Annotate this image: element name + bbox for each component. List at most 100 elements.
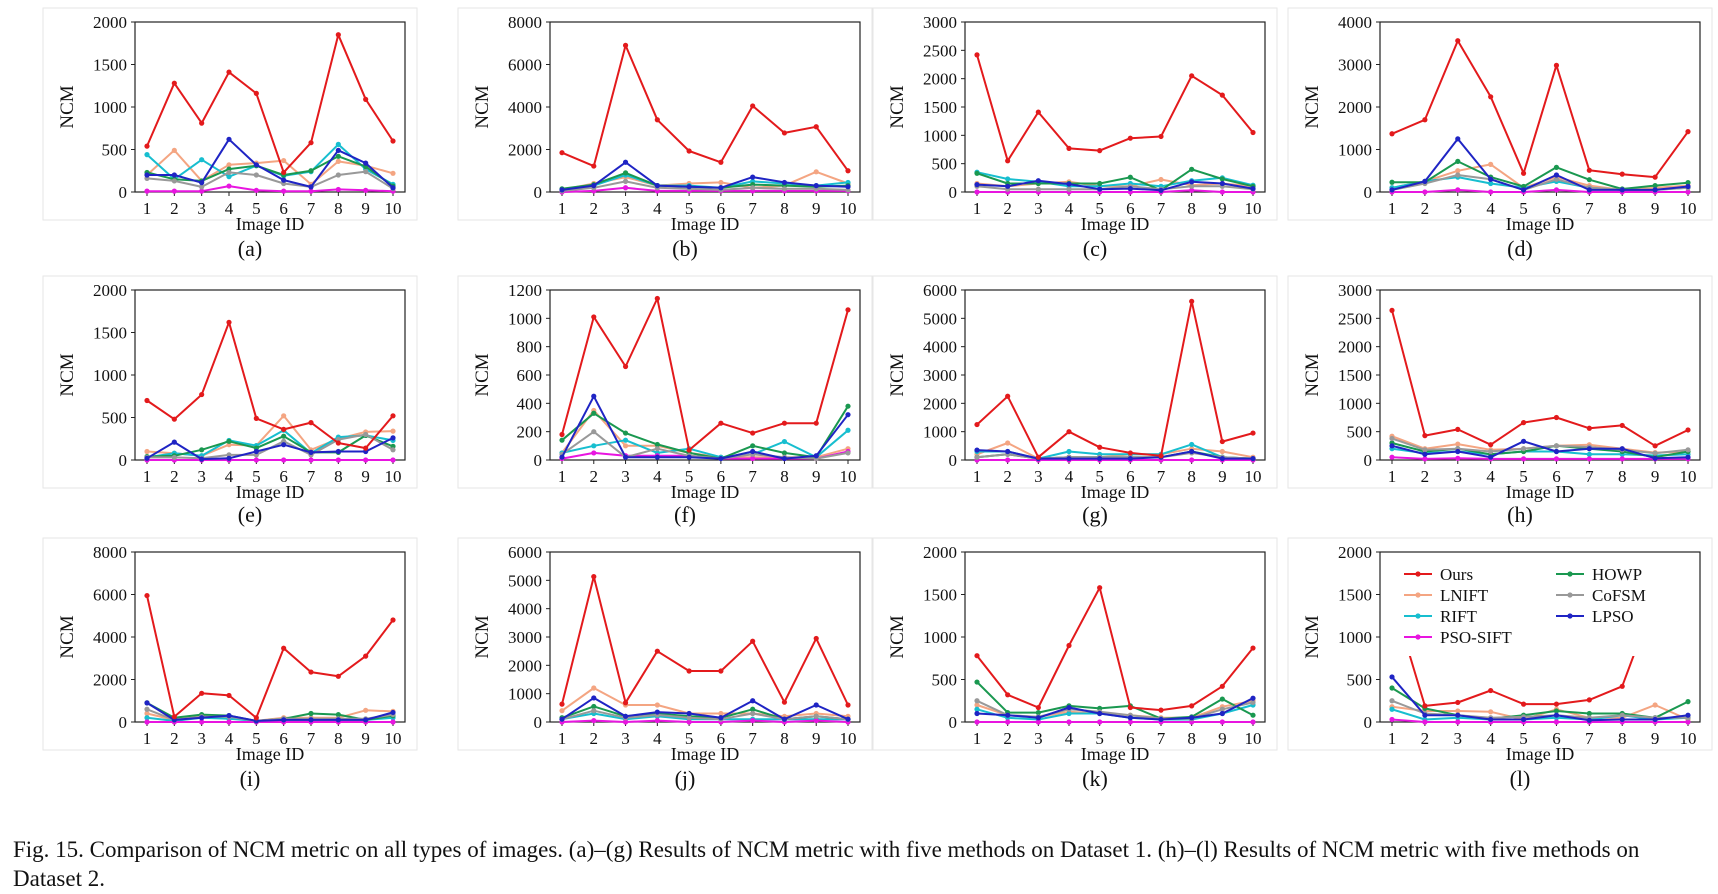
data-point (1685, 699, 1691, 705)
panel-frame (42, 537, 418, 751)
data-point (974, 170, 980, 176)
series-lpso (559, 695, 851, 722)
data-point (1488, 189, 1494, 195)
x-tick-label: 7 (307, 729, 316, 748)
x-tick-label: 7 (748, 729, 757, 748)
chart-panel-11: 0 500 1000 1500 2000 1 2 3 4 5 6 7 8 9 10 Image ID NCM (k… (872, 537, 1278, 791)
data-point (199, 157, 205, 163)
plot-area (1379, 21, 1701, 193)
data-point (335, 32, 341, 38)
data-point (845, 168, 851, 174)
data-point (622, 178, 629, 184)
data-point (144, 715, 150, 721)
data-point (1219, 719, 1225, 725)
data-point (718, 420, 724, 426)
series-line (147, 138, 394, 189)
x-tick-label: 4 (225, 467, 234, 486)
data-point (686, 148, 692, 154)
data-point (1685, 719, 1691, 725)
data-point (308, 168, 314, 174)
x-tick-label: 9 (361, 467, 370, 486)
series-line (976, 449, 1253, 460)
x-tick-label: 2 (590, 467, 599, 486)
x-axis-label: Image ID (236, 214, 304, 234)
data-point (750, 710, 756, 717)
x-tick-label: 1 (973, 467, 982, 486)
data-point (199, 690, 205, 696)
data-point (226, 183, 232, 189)
y-axis-label: NCM (887, 353, 908, 396)
data-point (591, 574, 597, 580)
series-line (1392, 160, 1689, 190)
data-point (226, 455, 232, 461)
data-point (1066, 145, 1072, 151)
y-tick-label: 0 (119, 713, 128, 732)
data-point (1619, 683, 1625, 689)
y-tick-label: 2500 (923, 41, 957, 60)
data-point (1219, 438, 1225, 445)
x-tick-label: 6 (717, 729, 726, 748)
data-point (171, 178, 177, 184)
data-point (591, 314, 597, 320)
x-tick-label: 2 (170, 199, 179, 218)
data-point (1127, 135, 1133, 141)
panel-label: (f) (674, 502, 696, 527)
data-point (1652, 443, 1658, 449)
series-line (147, 185, 394, 193)
data-point (199, 120, 205, 126)
y-axis-label: NCM (57, 353, 78, 396)
y-tick-label: 500 (102, 141, 128, 160)
data-point (1455, 455, 1461, 461)
data-point (1158, 453, 1164, 459)
x-tick-label: 4 (1065, 729, 1074, 748)
data-point (1586, 451, 1592, 457)
y-tick-label: 1500 (93, 324, 127, 343)
x-tick-label: 9 (1651, 199, 1660, 218)
data-point (1005, 692, 1011, 698)
data-point (974, 52, 980, 58)
series-lpso (1389, 674, 1691, 723)
data-point (1097, 148, 1103, 154)
data-point (1189, 166, 1195, 172)
x-tick-label: 9 (361, 729, 370, 748)
data-point (1455, 168, 1461, 174)
y-tick-label: 1000 (923, 423, 957, 442)
data-point (1066, 429, 1072, 435)
data-point (622, 170, 629, 176)
legend: Ours HOWP LNIFT CoFSM RIFT LPSO PSO-SIFT (1386, 558, 1692, 656)
data-point (1250, 645, 1256, 651)
y-tick-label: 3000 (923, 13, 957, 32)
data-point (226, 162, 232, 168)
series-line (561, 186, 848, 193)
series-lpso (974, 447, 1256, 462)
x-tick-label: 9 (812, 199, 821, 218)
data-point (974, 421, 980, 428)
chart-panel-9: 0 2000 4000 6000 8000 1 2 3 4 5 6 7 8 9 10 Image ID NCM (… (42, 537, 418, 791)
x-tick-label: 3 (621, 729, 630, 748)
x-tick-label: 3 (1454, 467, 1463, 486)
y-tick-label: 1500 (1338, 366, 1372, 385)
x-tick-label: 5 (685, 467, 694, 486)
plot-area (1379, 289, 1701, 461)
x-tick-label: 10 (840, 467, 857, 486)
y-tick-label: 500 (932, 671, 958, 690)
x-tick-label: 8 (334, 467, 343, 486)
data-point (718, 179, 724, 186)
y-tick-label: 0 (534, 451, 543, 470)
x-tick-label: 2 (1421, 199, 1430, 218)
x-tick-label: 1 (558, 729, 567, 748)
panel-frame (872, 275, 1278, 489)
data-point (144, 719, 150, 725)
data-point (1158, 187, 1164, 193)
x-tick-label: 3 (621, 467, 630, 486)
panel-frame (1287, 537, 1713, 751)
data-point (1127, 715, 1133, 721)
data-point (1586, 697, 1592, 703)
y-tick-label: 0 (119, 183, 128, 202)
data-point (559, 716, 565, 722)
data-point (1488, 709, 1494, 715)
data-point (281, 433, 287, 439)
data-point (974, 719, 980, 725)
data-point (1127, 186, 1133, 192)
series-line (976, 179, 1254, 192)
